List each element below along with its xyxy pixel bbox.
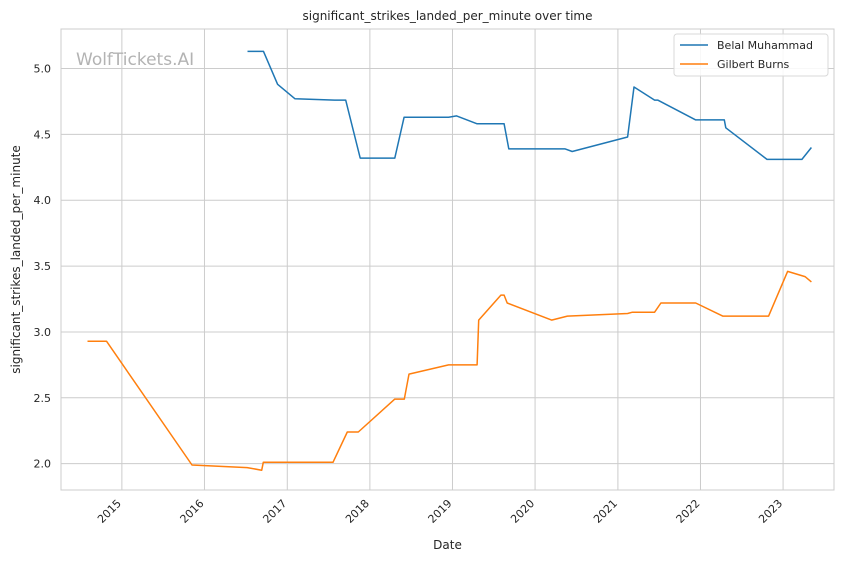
y-tick-label: 4.5 [34, 128, 52, 141]
data-point [627, 313, 629, 315]
legend-label: Belal Muhammad [717, 39, 813, 52]
data-point [403, 116, 405, 118]
data-point [657, 99, 659, 101]
data-point [334, 99, 336, 101]
y-tick-label: 2.0 [34, 458, 52, 471]
data-point [551, 319, 553, 321]
x-axis-label: Date [433, 538, 462, 552]
data-point [262, 461, 264, 463]
data-point [787, 271, 789, 273]
series-lines [87, 50, 813, 471]
legend-box [673, 33, 829, 77]
data-point [357, 431, 359, 433]
series-line-belal-muhammad [247, 50, 812, 161]
data-point [725, 127, 727, 129]
y-tick-label: 3.5 [34, 260, 52, 273]
y-tick-label: 2.5 [34, 392, 52, 405]
data-point [695, 302, 697, 304]
data-point [191, 464, 193, 466]
data-point [654, 311, 656, 313]
data-point [804, 276, 806, 278]
data-point [627, 136, 629, 138]
data-point [346, 431, 348, 433]
legend: Belal Muhammad Gilbert Burns [673, 33, 829, 77]
watermark: WolfTickets.AI [76, 50, 194, 70]
grid [61, 29, 834, 490]
data-point [567, 315, 569, 317]
data-point [408, 373, 410, 375]
data-point [571, 151, 573, 153]
data-point [564, 148, 566, 150]
data-point [263, 51, 265, 53]
data-point [654, 99, 656, 101]
data-point [403, 398, 405, 400]
y-tick-label: 5.0 [34, 63, 52, 76]
data-point [247, 51, 249, 53]
data-point [476, 364, 478, 366]
chart-title: significant_strikes_landed_per_minute ov… [302, 9, 592, 23]
data-point [500, 294, 502, 296]
data-point [660, 302, 662, 304]
series-line-gilbert-burns [87, 270, 812, 471]
data-point [448, 364, 450, 366]
data-point [722, 315, 724, 317]
data-point [811, 281, 813, 283]
legend-label: Gilbert Burns [717, 58, 790, 71]
data-point [478, 319, 480, 321]
y-axis-label: significant_strikes_landed_per_minute [9, 145, 23, 374]
data-point [503, 294, 505, 296]
data-point [633, 86, 635, 88]
data-point [359, 157, 361, 159]
y-tick-label: 4.0 [34, 194, 52, 207]
data-point [766, 159, 768, 161]
data-point [508, 148, 510, 150]
y-tick-label: 3.0 [34, 326, 52, 339]
data-point [811, 147, 813, 149]
data-point [246, 467, 248, 469]
data-point [723, 119, 725, 121]
data-point [695, 119, 697, 121]
data-point [503, 123, 505, 125]
data-point [394, 398, 396, 400]
data-point [801, 159, 803, 161]
data-point [476, 123, 478, 125]
data-point [277, 83, 279, 85]
data-point [768, 315, 770, 317]
data-point [87, 340, 89, 342]
plot-frame [60, 28, 835, 491]
data-point [506, 302, 508, 304]
data-point [106, 340, 108, 342]
data-point [448, 116, 450, 118]
data-point [456, 115, 458, 117]
data-point [632, 311, 634, 313]
data-point [345, 99, 347, 101]
data-point [332, 461, 334, 463]
data-point [394, 157, 396, 159]
data-point [294, 98, 296, 100]
data-point [261, 469, 263, 471]
